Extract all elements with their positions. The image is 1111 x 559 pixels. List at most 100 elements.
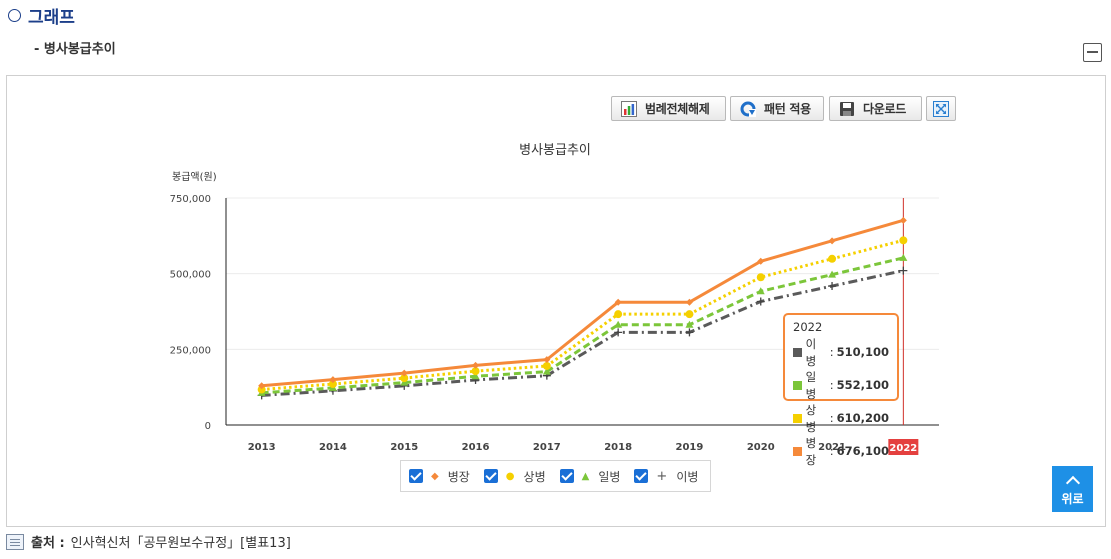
section-title: 그래프 bbox=[8, 3, 75, 28]
chart-panel: 범례전체해제 패턴 적용 다운로드 병사봉급추이 봉급액(원) 0 250,000… bbox=[6, 75, 1106, 527]
plus-marker-icon: + bbox=[656, 468, 668, 484]
data-point bbox=[899, 266, 908, 275]
series-color-swatch bbox=[793, 381, 802, 390]
legend-item-이병[interactable]: + 이병 bbox=[634, 468, 698, 485]
data-point bbox=[257, 385, 266, 394]
x-tick-label: 2022 bbox=[889, 443, 917, 454]
data-point bbox=[756, 273, 765, 282]
data-point bbox=[828, 254, 837, 263]
legend-item-일병[interactable]: ▲ 일병 bbox=[559, 468, 621, 485]
data-point bbox=[472, 361, 480, 369]
checkbox-icon[interactable] bbox=[409, 469, 423, 483]
tooltip-series-name: 상병 bbox=[805, 403, 817, 434]
x-tick-label: 2018 bbox=[604, 442, 632, 453]
data-point bbox=[329, 376, 337, 384]
data-point bbox=[756, 297, 765, 306]
checkbox-icon[interactable] bbox=[559, 469, 574, 483]
tooltip-row: 일병 :552,100 bbox=[793, 369, 889, 402]
data-point bbox=[757, 257, 765, 265]
x-tick-label: 2016 bbox=[462, 442, 490, 453]
data-point bbox=[828, 270, 837, 278]
y-tick-label: 0 bbox=[205, 421, 211, 432]
series-line bbox=[261, 269, 904, 397]
data-point bbox=[400, 374, 409, 383]
triangle-marker-icon: ▲ bbox=[581, 470, 590, 482]
source-note: 출처 : 인사혁신처「공무원보수규정」[별표13] bbox=[6, 532, 291, 551]
download-label: 다운로드 bbox=[863, 102, 906, 116]
back-to-top-button[interactable]: 위로 bbox=[1052, 466, 1093, 512]
x-tick-label: 2014 bbox=[319, 442, 347, 453]
source-text: 인사혁신처「공무원보수규정」[별표13] bbox=[70, 536, 291, 551]
expand-button[interactable] bbox=[926, 96, 956, 121]
legend-label: 병장 bbox=[447, 469, 470, 484]
tooltip-value: 610,200 bbox=[836, 411, 889, 426]
data-point bbox=[899, 236, 908, 245]
data-point bbox=[828, 282, 837, 291]
section-title-text: 그래프 bbox=[28, 8, 75, 28]
collapse-button[interactable] bbox=[1083, 43, 1102, 62]
y-tick-label: 250,000 bbox=[170, 345, 211, 356]
x-tick-label: 2021 bbox=[818, 442, 846, 453]
data-point bbox=[685, 310, 694, 319]
data-point bbox=[258, 382, 266, 390]
checkbox-icon[interactable] bbox=[634, 469, 649, 483]
legend-label: 상병 bbox=[523, 469, 546, 484]
data-point bbox=[899, 216, 907, 224]
download-button[interactable]: 다운로드 bbox=[829, 96, 922, 121]
x-tick-label: 2015 bbox=[390, 442, 418, 453]
expand-icon bbox=[933, 100, 949, 117]
refresh-icon bbox=[740, 101, 756, 117]
tooltip-row: 병장 :676,100 bbox=[793, 435, 889, 468]
chart-title: 병사봉급추이 bbox=[519, 143, 591, 158]
pattern-apply-label: 패턴 적용 bbox=[764, 102, 811, 116]
tooltip-row: 이병 :510,100 bbox=[793, 336, 889, 369]
tooltip-series-name: 이병 bbox=[805, 337, 817, 368]
pattern-apply-button[interactable]: 패턴 적용 bbox=[730, 96, 824, 121]
diamond-marker-icon: ◆ bbox=[431, 470, 439, 482]
data-point bbox=[328, 380, 337, 389]
y-tick-label: 750,000 bbox=[170, 194, 211, 205]
circle-bullet-icon bbox=[8, 9, 21, 22]
legend-label: 일병 bbox=[598, 469, 621, 484]
tooltip-value: 552,100 bbox=[836, 378, 889, 393]
x-tick-label: 2020 bbox=[747, 442, 775, 453]
data-point bbox=[685, 298, 693, 306]
y-tick-label: 500,000 bbox=[170, 270, 211, 281]
tooltip-value: 510,100 bbox=[836, 345, 889, 360]
back-to-top-label: 위로 bbox=[1061, 492, 1084, 506]
data-point bbox=[400, 369, 408, 377]
data-point bbox=[614, 320, 623, 328]
data-point bbox=[828, 237, 836, 245]
x-tick-label: 2013 bbox=[248, 442, 276, 453]
legend-label: 이병 bbox=[676, 469, 699, 484]
legend-item-상병[interactable]: ● 상병 bbox=[483, 468, 546, 485]
chart-legend: ◆ 병장 ● 상병 ▲ 일병 + 이병 bbox=[400, 460, 711, 492]
data-point bbox=[899, 253, 908, 261]
data-point bbox=[756, 287, 765, 295]
data-point bbox=[614, 298, 622, 306]
circle-marker-icon: ● bbox=[505, 470, 515, 482]
data-point bbox=[614, 328, 623, 337]
data-point bbox=[471, 367, 480, 376]
data-point bbox=[614, 310, 623, 319]
line-chart: 병사봉급추이 봉급액(원) 0 250,000 500,000 750,000 2013… bbox=[170, 143, 939, 455]
series-color-swatch bbox=[793, 348, 802, 357]
data-tooltip: 2022 이병 :510,100 일병 :552,100 상병 :610,200… bbox=[783, 313, 899, 467]
data-point bbox=[542, 367, 551, 375]
tooltip-series-name: 일병 bbox=[805, 370, 817, 401]
legend-off-button[interactable]: 범례전체해제 bbox=[611, 96, 726, 121]
tooltip-series-name: 병장 bbox=[805, 436, 817, 467]
tooltip-value: 676,100 bbox=[836, 444, 889, 459]
series-color-swatch bbox=[793, 414, 802, 423]
series-line bbox=[261, 218, 904, 388]
series-line bbox=[261, 238, 904, 392]
legend-item-병장[interactable]: ◆ 병장 bbox=[409, 468, 470, 485]
x-tick-label: 2019 bbox=[676, 442, 704, 453]
data-point bbox=[685, 328, 694, 337]
tooltip-title: 2022 bbox=[793, 320, 823, 334]
legend-off-label: 범례전체해제 bbox=[645, 102, 710, 116]
checkbox-icon[interactable] bbox=[483, 469, 498, 483]
y-axis-label: 봉급액(원) bbox=[172, 171, 217, 183]
bar-chart-icon bbox=[621, 100, 637, 117]
data-point bbox=[685, 320, 694, 328]
